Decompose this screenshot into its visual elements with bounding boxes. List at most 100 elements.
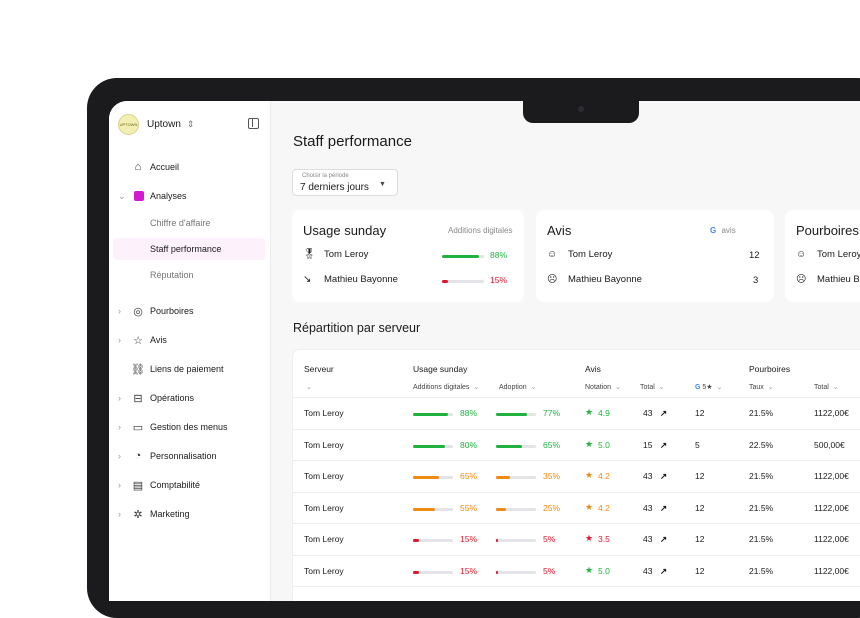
cell-additions: 65% — [460, 471, 478, 481]
review-count: 12 — [749, 250, 760, 261]
chevron-up-down-icon: ⇕ — [186, 118, 195, 129]
cell-total-pourboires: 1122,00€ — [814, 408, 849, 418]
sidebar-subitem-reputation[interactable]: Réputation — [150, 270, 194, 280]
cell-additions: 55% — [460, 502, 478, 513]
period-select[interactable]: Choisir la période 7 derniers jours ▼ — [292, 169, 398, 196]
progress-bar — [496, 413, 536, 416]
cell-notation: 5.0 — [598, 439, 610, 450]
cell-adoption: 77% — [543, 408, 561, 418]
sidebar-subitem-chiffre[interactable]: Chiffre d'affaire — [150, 218, 211, 228]
progress-fill — [413, 413, 449, 416]
cell-serveur: Tom Leroy — [304, 534, 344, 544]
medal-icon: 🎖 — [303, 249, 316, 260]
staff-name: Mathieu B — [817, 274, 860, 285]
sidebar-item-accueil[interactable]: ⌂ Accueil — [109, 156, 271, 178]
list-item: ☺ Tom Leroy — [547, 249, 612, 260]
sidebar-item-label: Avis — [150, 335, 167, 345]
cell-adoption: 5% — [543, 534, 556, 544]
sidebar-item-menus[interactable]: › ▭ Gestion des menus — [109, 416, 271, 438]
sidebar-item-liens[interactable]: ⛓ Liens de paiement — [109, 358, 271, 380]
row-divider — [293, 523, 860, 524]
list-item: ☺ Tom Leroy — [796, 249, 860, 260]
col-header-total[interactable]: Total ⌄ — [640, 383, 665, 391]
sort-caret-icon[interactable]: ⌄ — [306, 384, 312, 391]
operations-icon: ⊟ — [133, 392, 143, 405]
list-item: ☹ Mathieu B — [796, 274, 860, 285]
col-header-taux[interactable]: Taux ⌄ — [749, 383, 774, 391]
progress-bar — [496, 444, 536, 448]
progress-fill — [413, 507, 435, 511]
arrow-up-right-icon[interactable]: ↗ — [660, 439, 668, 450]
sidebar: UPTOWN Uptown ⇕ ⌂ Accueil ⌄ Analyses Chi… — [109, 101, 271, 601]
sidebar-item-analyses[interactable]: ⌄ Analyses — [109, 185, 271, 207]
row-divider — [293, 397, 860, 398]
caret-down-icon: ▼ — [379, 181, 386, 188]
sort-caret-icon: ⌄ — [832, 384, 839, 391]
sort-caret-icon: ⌄ — [473, 384, 480, 391]
progress-bar — [496, 476, 536, 479]
chevron-right-icon: › — [118, 422, 121, 432]
camera-notch — [523, 101, 639, 123]
sidebar-item-marketing[interactable]: › ✲ Marketing — [109, 503, 271, 525]
frown-icon: ☹ — [796, 274, 807, 285]
cell-google-5: 12 — [695, 534, 705, 544]
period-label: Choisir la période — [302, 173, 349, 179]
cell-total-pourboires: 1122,00€ — [814, 534, 849, 544]
chevron-right-icon: › — [118, 480, 121, 490]
book-icon: ▭ — [132, 421, 144, 434]
arrow-up-right-icon[interactable]: ↗ — [660, 471, 668, 481]
cell-total: 43 — [643, 534, 653, 544]
col-header-serveur: Serveur — [304, 364, 334, 374]
row-divider — [293, 554, 860, 556]
cell-serveur: Tom Leroy — [304, 502, 344, 513]
progress-bar — [442, 255, 484, 258]
progress-bar — [413, 570, 453, 574]
col-header-additions[interactable]: Additions digitales ⌄ — [413, 383, 479, 391]
arrow-up-right-icon[interactable]: ↗ — [660, 408, 668, 418]
cell-taux: 21.5% — [749, 565, 774, 576]
sidebar-item-personnalisation[interactable]: › ◔ Personnalisation — [109, 445, 271, 467]
progress-fill — [413, 539, 419, 542]
sidebar-toggle-icon[interactable] — [248, 118, 259, 129]
cell-total: 43 — [643, 565, 653, 576]
workspace-switcher[interactable]: UPTOWN Uptown ⇕ — [118, 113, 268, 135]
arrow-up-right-icon[interactable]: ↗ — [660, 565, 668, 576]
progress-bar — [413, 444, 453, 448]
progress-bar — [413, 476, 453, 479]
progress-bar — [413, 507, 453, 511]
col-header-google-5[interactable]: G 5★ ⌄ — [695, 383, 722, 391]
progress-bar — [496, 570, 536, 574]
arrow-up-right-icon[interactable]: ↗ — [660, 534, 668, 544]
progress-bar — [496, 507, 536, 511]
brand-logo: UPTOWN — [118, 113, 139, 135]
page-title: Staff performance — [293, 133, 412, 150]
chevron-right-icon: › — [118, 451, 121, 461]
sidebar-item-operations[interactable]: › ⊟ Opérations — [109, 387, 271, 409]
review-count: 3 — [753, 275, 759, 286]
sidebar-item-avis[interactable]: › ☆ Avis — [109, 329, 271, 351]
col-header-label: Total — [640, 384, 655, 391]
cell-google-5: 12 — [695, 565, 705, 576]
sidebar-item-label: Comptabilité — [150, 480, 201, 490]
sidebar-item-pourboires[interactable]: › ◎ Pourboires — [109, 300, 271, 322]
col-header-total-pourboires[interactable]: Total ⌄ — [814, 383, 839, 391]
progress-percent: 15% — [490, 275, 508, 285]
server-table: Serveur ⌄ Usage sunday Avis Pourboires A… — [292, 349, 860, 601]
arrow-up-right-icon[interactable]: ↗ — [660, 502, 668, 513]
col-header-label: Notation — [585, 384, 612, 391]
sidebar-subitem-staff-performance[interactable]: Staff performance — [113, 238, 265, 260]
col-header-label: Additions digitales — [413, 384, 470, 391]
col-header-adoption[interactable]: Adoption ⌄ — [499, 383, 537, 391]
staff-name: Tom Leroy — [817, 249, 860, 260]
cell-serveur: Tom Leroy — [304, 565, 344, 576]
chevron-right-icon: › — [118, 335, 121, 345]
progress-fill — [496, 476, 510, 479]
document-icon: ▤ — [132, 479, 144, 492]
col-header-notation[interactable]: Notation ⌄ — [585, 383, 621, 391]
link-icon: ⛓ — [131, 363, 145, 376]
sidebar-item-comptabilite[interactable]: › ▤ Comptabilité — [109, 474, 271, 496]
trend-down-icon: ↘ — [303, 274, 312, 285]
cell-adoption: 25% — [543, 502, 561, 513]
list-item: ☹ Mathieu Bayonne — [547, 274, 642, 285]
progress-fill — [413, 476, 439, 479]
